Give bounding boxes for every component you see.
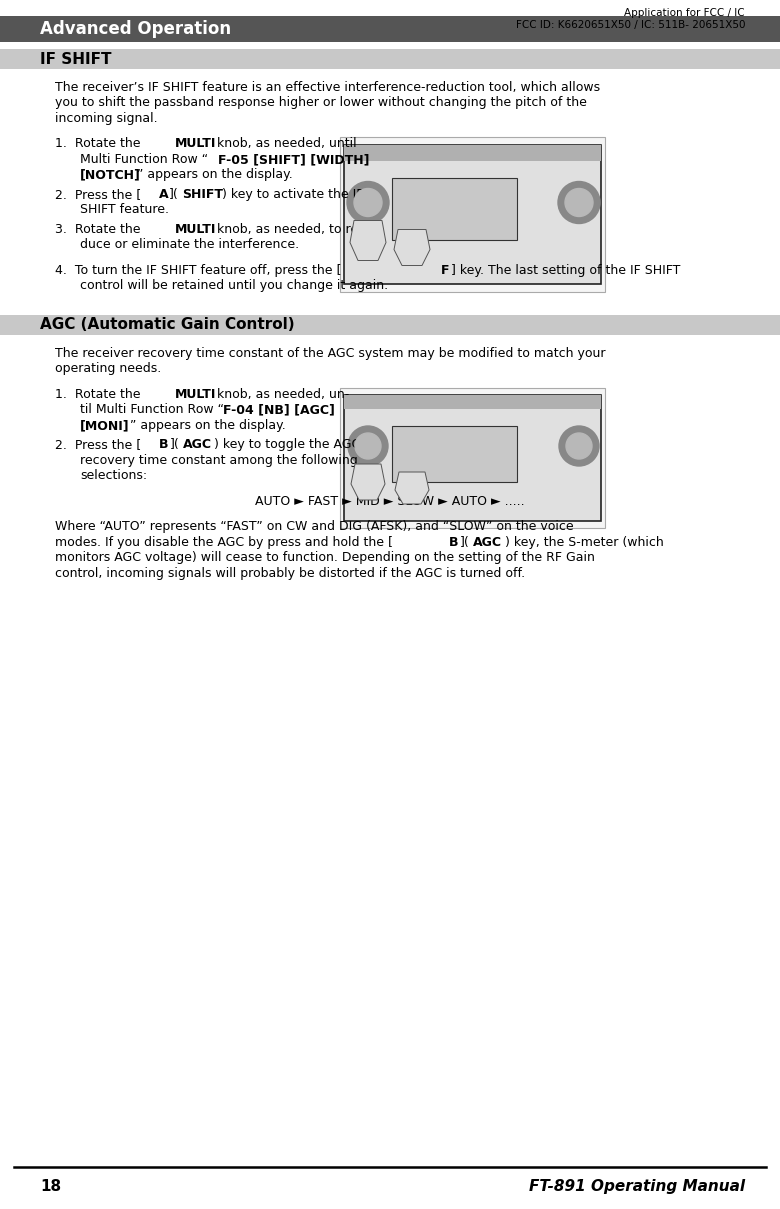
- Text: incoming signal.: incoming signal.: [55, 112, 158, 125]
- FancyBboxPatch shape: [392, 426, 517, 482]
- Text: monitors AGC voltage) will cease to function. Depending on the setting of the RF: monitors AGC voltage) will cease to func…: [55, 551, 595, 565]
- FancyBboxPatch shape: [0, 50, 780, 69]
- Text: modes. If you disable the AGC by press and hold the [: modes. If you disable the AGC by press a…: [55, 536, 393, 549]
- Text: MULTI: MULTI: [175, 222, 216, 236]
- Text: 4.  To turn the IF SHIFT feature off, press the [: 4. To turn the IF SHIFT feature off, pre…: [55, 264, 342, 277]
- FancyBboxPatch shape: [340, 138, 605, 293]
- Text: 2.  Press the [: 2. Press the [: [55, 189, 141, 201]
- Text: Where “AUTO” represents “FAST” on CW and DIG (AFSK), and “SLOW” on the voice: Where “AUTO” represents “FAST” on CW and…: [55, 521, 573, 533]
- Text: FCC ID: K6620651X50 / IC: 511B- 20651X50: FCC ID: K6620651X50 / IC: 511B- 20651X50: [516, 21, 745, 30]
- Text: The receiver’s IF SHIFT feature is an effective interference-reduction tool, whi: The receiver’s IF SHIFT feature is an ef…: [55, 81, 600, 94]
- Text: ](: ](: [170, 439, 179, 451]
- Circle shape: [347, 181, 389, 224]
- Text: knob, as needed, until: knob, as needed, until: [213, 138, 356, 150]
- Polygon shape: [350, 220, 386, 260]
- FancyBboxPatch shape: [344, 145, 601, 284]
- Polygon shape: [351, 464, 385, 501]
- Text: The receiver recovery time constant of the AGC system may be modified to match y: The receiver recovery time constant of t…: [55, 347, 605, 360]
- FancyBboxPatch shape: [0, 16, 780, 42]
- Polygon shape: [394, 230, 430, 266]
- Text: knob, as needed, un-: knob, as needed, un-: [213, 388, 349, 401]
- Text: A: A: [159, 189, 168, 201]
- Text: control will be retained until you change it again.: control will be retained until you chang…: [80, 279, 388, 293]
- Circle shape: [355, 433, 381, 459]
- Text: B: B: [449, 536, 459, 549]
- Text: FT-891 Operating Manual: FT-891 Operating Manual: [529, 1179, 745, 1194]
- Text: you to shift the passband response higher or lower without changing the pitch of: you to shift the passband response highe…: [55, 97, 587, 110]
- Text: ) key to activate the IF: ) key to activate the IF: [222, 189, 363, 201]
- Text: [NOTCH]: [NOTCH]: [80, 168, 141, 181]
- Text: 18: 18: [40, 1179, 61, 1194]
- Text: 1.  Rotate the: 1. Rotate the: [55, 388, 144, 401]
- Text: F-05 [SHIFT] [WIDTH]: F-05 [SHIFT] [WIDTH]: [218, 154, 370, 166]
- Circle shape: [348, 426, 388, 465]
- Text: Application for FCC / IC: Application for FCC / IC: [624, 8, 745, 18]
- FancyBboxPatch shape: [0, 316, 780, 335]
- Circle shape: [565, 189, 593, 216]
- FancyBboxPatch shape: [344, 395, 601, 521]
- Text: AGC (Automatic Gain Control): AGC (Automatic Gain Control): [40, 318, 295, 332]
- Text: AGC: AGC: [183, 439, 212, 451]
- FancyBboxPatch shape: [344, 395, 601, 409]
- Text: operating needs.: operating needs.: [55, 363, 161, 376]
- Polygon shape: [395, 472, 429, 504]
- Text: Advanced Operation: Advanced Operation: [40, 21, 231, 37]
- Text: knob, as needed, to re-: knob, as needed, to re-: [213, 222, 363, 236]
- FancyBboxPatch shape: [340, 388, 605, 528]
- Text: AUTO ► FAST ► MID ► SLOW ► AUTO ► .....: AUTO ► FAST ► MID ► SLOW ► AUTO ► .....: [255, 494, 525, 508]
- Text: ](: ](: [169, 189, 179, 201]
- Text: Multi Function Row “: Multi Function Row “: [80, 154, 208, 166]
- Text: ” appears on the display.: ” appears on the display.: [137, 168, 292, 181]
- Text: recovery time constant among the following: recovery time constant among the followi…: [80, 455, 358, 467]
- Text: ](: ](: [460, 536, 470, 549]
- Text: SHIFT: SHIFT: [182, 189, 223, 201]
- Text: 1.  Rotate the: 1. Rotate the: [55, 138, 144, 150]
- Text: SHIFT feature.: SHIFT feature.: [80, 203, 169, 216]
- Circle shape: [566, 433, 592, 459]
- FancyBboxPatch shape: [344, 145, 601, 162]
- Text: til Multi Function Row “: til Multi Function Row “: [80, 404, 224, 416]
- Text: ” appears on the display.: ” appears on the display.: [130, 420, 285, 432]
- Text: F: F: [441, 264, 449, 277]
- Text: ) key, the S-meter (which: ) key, the S-meter (which: [505, 536, 664, 549]
- Text: 2.  Press the [: 2. Press the [: [55, 439, 141, 451]
- Text: IF SHIFT: IF SHIFT: [40, 52, 112, 66]
- Circle shape: [559, 426, 599, 465]
- Text: ) key to toggle the AGC: ) key to toggle the AGC: [214, 439, 360, 451]
- Circle shape: [558, 181, 600, 224]
- Text: MULTI: MULTI: [175, 388, 216, 401]
- Circle shape: [354, 189, 382, 216]
- Text: MULTI: MULTI: [175, 138, 216, 150]
- Text: control, incoming signals will probably be distorted if the AGC is turned off.: control, incoming signals will probably …: [55, 567, 525, 580]
- FancyBboxPatch shape: [392, 179, 517, 241]
- Text: selections:: selections:: [80, 469, 147, 482]
- Text: AGC: AGC: [473, 536, 502, 549]
- Text: [MONI]: [MONI]: [80, 420, 129, 432]
- Text: 3.  Rotate the: 3. Rotate the: [55, 222, 144, 236]
- Text: duce or eliminate the interference.: duce or eliminate the interference.: [80, 238, 299, 251]
- Text: ] key. The last setting of the IF SHIFT: ] key. The last setting of the IF SHIFT: [451, 264, 680, 277]
- Text: B: B: [159, 439, 168, 451]
- Text: F-04 [NB] [AGC]: F-04 [NB] [AGC]: [223, 404, 335, 416]
